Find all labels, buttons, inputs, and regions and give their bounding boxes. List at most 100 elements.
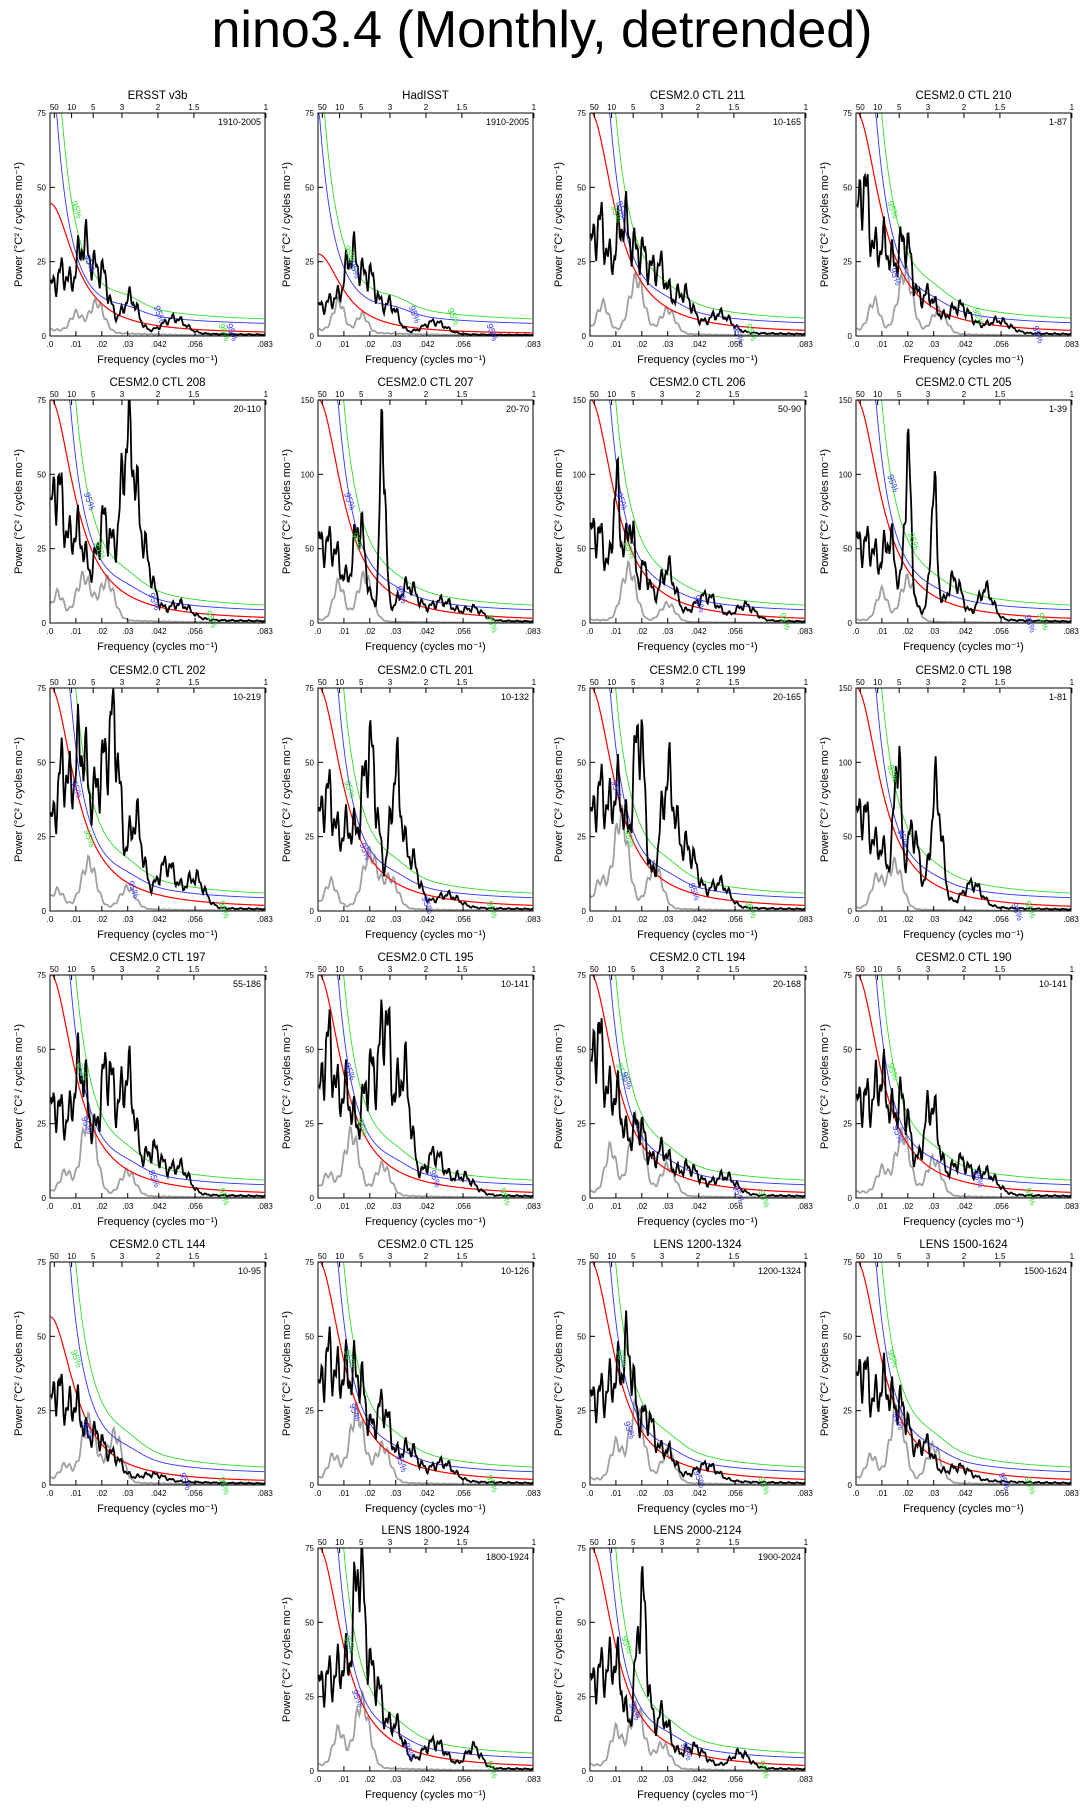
panel-year-range: 1910-2005 bbox=[486, 117, 529, 127]
panel-title: CESM2.0 CTL 210 bbox=[915, 90, 1011, 102]
y-axis-label: Power (°C² / cycles mo⁻¹) bbox=[819, 1024, 831, 1149]
x-tick-label: .03 bbox=[122, 1202, 134, 1211]
panel-title: LENS 2000-2124 bbox=[653, 1525, 742, 1537]
x-tick-label: .03 bbox=[390, 1202, 402, 1211]
x-tick-label: .01 bbox=[70, 1489, 82, 1498]
control-spectrum-line bbox=[50, 570, 265, 623]
spectrum-panel: CESM2.0 CTL 19755-18695%95%95%95%.0.01.0… bbox=[13, 952, 273, 1228]
top-tick-label: 50 bbox=[590, 965, 599, 974]
x-tick-label: .056 bbox=[727, 627, 743, 636]
top-tick-label: 3 bbox=[120, 103, 125, 112]
x-tick-label: .01 bbox=[70, 915, 82, 924]
y-axis-label: Power (°C² / cycles mo⁻¹) bbox=[281, 449, 293, 574]
x-tick-label: .042 bbox=[419, 1775, 435, 1784]
y-tick-label: 50 bbox=[577, 545, 586, 554]
x-tick-label: .02 bbox=[364, 1489, 376, 1498]
y-tick-label: 0 bbox=[582, 1767, 587, 1776]
x-tick-label: .0 bbox=[587, 340, 594, 349]
x-tick-label: .03 bbox=[390, 1775, 402, 1784]
panel-frame bbox=[49, 399, 266, 624]
x-axis-label: Frequency (cycles mo⁻¹) bbox=[365, 354, 486, 366]
x-tick-label: .083 bbox=[525, 1489, 541, 1498]
x-tick-label: .02 bbox=[96, 1489, 108, 1498]
panel-title: LENS 1800-1924 bbox=[381, 1525, 470, 1537]
top-tick-label: 5 bbox=[359, 678, 364, 687]
x-tick-label: .0 bbox=[853, 1202, 860, 1211]
x-tick-label: .083 bbox=[257, 340, 273, 349]
panel-title: LENS 1500-1624 bbox=[919, 1239, 1008, 1251]
x-tick-label: .02 bbox=[96, 1202, 108, 1211]
red-noise-line bbox=[318, 1262, 533, 1480]
x-tick-label: .083 bbox=[797, 1775, 813, 1784]
x-tick-label: .042 bbox=[957, 1489, 973, 1498]
top-tick-label: 5 bbox=[359, 103, 364, 112]
x-tick-label: .03 bbox=[390, 1489, 402, 1498]
panel-title: CESM2.0 CTL 199 bbox=[649, 665, 745, 677]
control-spectrum-line bbox=[50, 853, 265, 911]
top-tick-label: 2 bbox=[962, 390, 967, 399]
red-noise-line bbox=[318, 975, 533, 1193]
panel-title: HadISST bbox=[402, 90, 449, 102]
panel-title: CESM2.0 CTL 144 bbox=[109, 1239, 206, 1251]
y-tick-label: 50 bbox=[577, 758, 586, 767]
y-axis-label: Power (°C² / cycles mo⁻¹) bbox=[819, 1311, 831, 1436]
top-tick-label: 10 bbox=[335, 103, 344, 112]
ci95-line bbox=[318, 113, 533, 324]
x-tick-label: .0 bbox=[853, 915, 860, 924]
x-tick-label: .01 bbox=[70, 340, 82, 349]
top-tick-label: 1.5 bbox=[728, 1252, 740, 1261]
ci99-line bbox=[50, 1262, 265, 1468]
top-tick-label: 5 bbox=[91, 965, 96, 974]
x-tick-label: .0 bbox=[853, 1489, 860, 1498]
y-tick-label: 100 bbox=[573, 470, 587, 479]
spectrum-panel: LENS 2000-21241900-202495%95%95%95%.0.01… bbox=[553, 1525, 813, 1801]
top-tick-label: 2 bbox=[424, 1252, 429, 1261]
x-tick-label: .083 bbox=[525, 1202, 541, 1211]
y-tick-label: 75 bbox=[577, 1544, 586, 1553]
y-axis-label: Power (°C² / cycles mo⁻¹) bbox=[281, 1597, 293, 1722]
panel-year-range: 10-141 bbox=[1039, 979, 1067, 989]
x-tick-label: .056 bbox=[187, 627, 203, 636]
top-tick-label: 3 bbox=[388, 678, 393, 687]
top-tick-label: 2 bbox=[424, 390, 429, 399]
y-tick-label: 150 bbox=[301, 396, 315, 405]
y-axis-label: Power (°C² / cycles mo⁻¹) bbox=[13, 162, 25, 287]
red-noise-line bbox=[50, 975, 265, 1193]
ci99-line bbox=[590, 975, 805, 1181]
top-tick-label: 5 bbox=[631, 678, 636, 687]
top-tick-label: 10 bbox=[335, 1538, 344, 1547]
x-tick-label: .03 bbox=[390, 915, 402, 924]
y-tick-label: 0 bbox=[42, 907, 47, 916]
y-tick-label: 25 bbox=[843, 1120, 852, 1129]
top-tick-label: 1.5 bbox=[456, 390, 468, 399]
panel-year-range: 10-219 bbox=[233, 692, 261, 702]
panel-frame bbox=[589, 112, 806, 337]
panel-title: CESM2.0 CTL 198 bbox=[915, 665, 1011, 677]
top-tick-label: 3 bbox=[388, 103, 393, 112]
red-noise-line bbox=[590, 688, 805, 906]
top-tick-label: 1 bbox=[532, 965, 537, 974]
top-tick-label: 50 bbox=[590, 1538, 599, 1547]
power-spectrum-line bbox=[50, 400, 265, 623]
top-tick-label: 5 bbox=[91, 103, 96, 112]
top-tick-label: 1.5 bbox=[456, 103, 468, 112]
y-tick-label: 0 bbox=[848, 1194, 853, 1203]
x-tick-label: .02 bbox=[636, 1775, 648, 1784]
top-tick-label: 2 bbox=[424, 1538, 429, 1547]
ci95-line bbox=[856, 975, 1071, 1186]
ci99-line bbox=[856, 688, 1071, 894]
ci99-line bbox=[318, 688, 533, 894]
x-tick-label: .01 bbox=[876, 340, 888, 349]
x-axis-label: Frequency (cycles mo⁻¹) bbox=[97, 1216, 218, 1228]
x-axis-label: Frequency (cycles mo⁻¹) bbox=[365, 1789, 486, 1801]
y-tick-label: 150 bbox=[573, 396, 587, 405]
spectrum-panel: CESM2.0 CTL 14410-9595%95%95%95%.0.01.02… bbox=[13, 1239, 273, 1515]
x-tick-label: .03 bbox=[662, 1202, 674, 1211]
top-tick-label: 1 bbox=[532, 1538, 537, 1547]
panel-title: CESM2.0 CTL 205 bbox=[915, 377, 1011, 389]
red-noise-line bbox=[856, 113, 1071, 331]
y-tick-label: 50 bbox=[37, 183, 46, 192]
top-tick-label: 2 bbox=[696, 678, 701, 687]
spectrum-panel: LENS 1500-16241500-162495%95%95%95%.0.01… bbox=[819, 1239, 1079, 1515]
top-tick-label: 3 bbox=[388, 1538, 393, 1547]
